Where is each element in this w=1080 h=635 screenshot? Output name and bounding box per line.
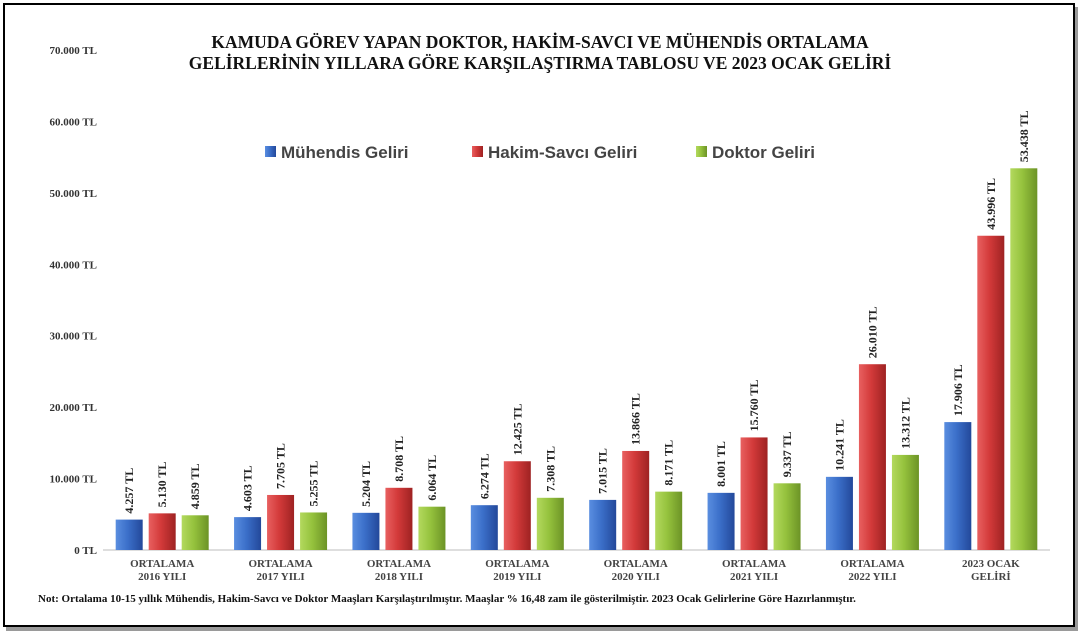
x-tick-label: GELİRİ bbox=[971, 571, 1011, 583]
legend-swatch bbox=[696, 146, 707, 157]
x-tick-label: 2022 YILI bbox=[848, 571, 896, 583]
y-tick-label: 40.000 TL bbox=[50, 259, 97, 271]
data-label: 9.337 TL bbox=[780, 432, 794, 478]
data-label: 5.204 TL bbox=[359, 461, 373, 507]
bar-doktor bbox=[536, 497, 564, 550]
legend-label: Mühendis Geliri bbox=[281, 143, 409, 162]
bar-hakim-savci bbox=[977, 235, 1005, 550]
bar-hakim-savci bbox=[267, 494, 295, 550]
data-label: 13.866 TL bbox=[629, 393, 643, 445]
data-label: 7.308 TL bbox=[543, 446, 557, 492]
data-label: 8.171 TL bbox=[662, 440, 676, 486]
y-tick-label: 60.000 TL bbox=[50, 116, 97, 128]
legend-label: Hakim-Savcı Geliri bbox=[488, 143, 637, 162]
bar-hakim-savci bbox=[385, 487, 413, 550]
footnote: Not: Ortalama 10-15 yıllık Mühendis, Hak… bbox=[38, 593, 856, 605]
bar-doktor bbox=[1010, 168, 1038, 551]
y-tick-label: 0 TL bbox=[74, 545, 97, 557]
bar-doktor bbox=[891, 454, 919, 550]
data-label: 8.001 TL bbox=[714, 441, 728, 487]
data-label: 8.708 TL bbox=[392, 436, 406, 482]
data-label: 4.257 TL bbox=[122, 468, 136, 514]
bar-muhendis bbox=[707, 492, 735, 550]
data-label: 7.015 TL bbox=[596, 448, 610, 494]
bar-hakim-savci bbox=[503, 461, 531, 550]
bar-doktor bbox=[773, 483, 801, 550]
data-label: 6.064 TL bbox=[425, 455, 439, 501]
bar-muhendis bbox=[825, 476, 853, 550]
y-tick-label: 70.000 TL bbox=[50, 45, 97, 57]
bar-muhendis bbox=[115, 519, 143, 550]
data-label: 4.603 TL bbox=[241, 465, 255, 511]
chart-title: KAMUDA GÖREV YAPAN DOKTOR, HAKİM-SAVCI V… bbox=[150, 32, 930, 74]
data-label: 26.010 TL bbox=[865, 306, 879, 358]
chart-title-line-1: KAMUDA GÖREV YAPAN DOKTOR, HAKİM-SAVCI V… bbox=[211, 32, 869, 52]
bar-doktor bbox=[181, 515, 209, 550]
x-tick-label: 2017 YILI bbox=[256, 571, 304, 583]
bar-muhendis bbox=[352, 512, 380, 550]
y-tick-label: 50.000 TL bbox=[50, 188, 97, 200]
data-label: 5.255 TL bbox=[307, 461, 321, 507]
bar-doktor bbox=[418, 506, 446, 550]
chart-title-line-2: GELİRLERİNİN YILLARA GÖRE KARŞILAŞTIRMA … bbox=[188, 53, 892, 73]
x-tick-label: 2021 YILI bbox=[730, 571, 778, 583]
legend-swatch bbox=[265, 146, 276, 157]
bar-hakim-savci bbox=[622, 450, 650, 550]
x-tick-label: ORTALAMA bbox=[367, 558, 431, 570]
data-label: 17.906 TL bbox=[951, 364, 965, 416]
x-tick-label: 2020 YILI bbox=[612, 571, 660, 583]
bar-muhendis bbox=[944, 422, 972, 550]
data-label: 15.760 TL bbox=[747, 380, 761, 432]
x-tick-label: ORTALAMA bbox=[840, 558, 904, 570]
bar-doktor bbox=[300, 512, 328, 550]
x-tick-label: 2019 YILI bbox=[493, 571, 541, 583]
y-tick-label: 20.000 TL bbox=[50, 402, 97, 414]
bars-group: 4.257 TL 4.603 TL 5.204 TL 6.274 TL 7.015 TL… bbox=[115, 111, 1038, 551]
data-label: 6.274 TL bbox=[477, 453, 491, 499]
data-label: 5.130 TL bbox=[155, 462, 169, 508]
bar-muhendis bbox=[234, 517, 262, 550]
x-tick-label: ORTALAMA bbox=[248, 558, 312, 570]
bar-doktor bbox=[655, 491, 683, 550]
legend-swatch bbox=[472, 146, 483, 157]
x-tick-label: 2018 YILI bbox=[375, 571, 423, 583]
x-tick-label: ORTALAMA bbox=[485, 558, 549, 570]
legend: Mühendis Geliri Hakim-Savcı Geliri Doktor … bbox=[265, 143, 815, 162]
data-label: 53.438 TL bbox=[1017, 111, 1031, 163]
data-label: 43.996 TL bbox=[984, 178, 998, 230]
x-tick-label: 2016 YILI bbox=[138, 571, 186, 583]
data-label: 10.241 TL bbox=[832, 419, 846, 471]
y-tick-label: 10.000 TL bbox=[50, 474, 97, 486]
bar-hakim-savci bbox=[148, 513, 176, 550]
data-label: 4.859 TL bbox=[188, 463, 202, 509]
bar-hakim-savci bbox=[858, 364, 886, 550]
x-tick-label: ORTALAMA bbox=[130, 558, 194, 570]
x-tick-label: ORTALAMA bbox=[604, 558, 668, 570]
data-label: 7.705 TL bbox=[274, 443, 288, 489]
x-tick-label: 2023 OCAK bbox=[962, 558, 1020, 570]
x-tick-label: ORTALAMA bbox=[722, 558, 786, 570]
legend-label: Doktor Geliri bbox=[712, 143, 815, 162]
data-label: 12.425 TL bbox=[510, 403, 524, 455]
y-tick-label: 30.000 TL bbox=[50, 331, 97, 343]
data-label: 13.312 TL bbox=[898, 397, 912, 449]
bar-muhendis bbox=[470, 505, 498, 550]
bar-hakim-savci bbox=[740, 437, 768, 550]
bar-muhendis bbox=[589, 499, 617, 550]
